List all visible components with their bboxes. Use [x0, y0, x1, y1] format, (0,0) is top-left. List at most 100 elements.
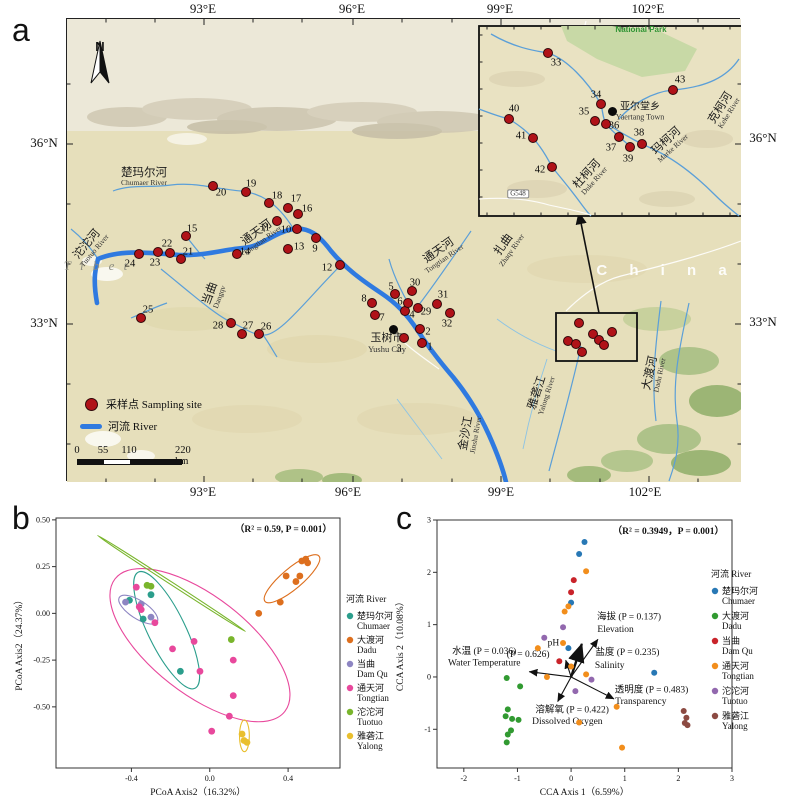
x-axis-title: CCA Axis 1（6.59%）: [540, 786, 629, 798]
y-tick-label: -0.50: [33, 702, 50, 711]
sampling-site-dot: [599, 340, 609, 350]
data-point: [137, 606, 145, 614]
legend-item-zh: 雅砻江: [357, 730, 384, 741]
env-vector-label: (P = 0.626): [507, 649, 550, 660]
sampling-site-dot: [432, 299, 442, 309]
data-point: [534, 645, 541, 652]
data-point: [581, 538, 588, 545]
legend-item-en: Dadu: [357, 645, 377, 655]
sampling-site-dot: [528, 133, 538, 143]
data-point: [509, 715, 516, 722]
data-point: [229, 656, 237, 664]
sampling-site-dot: [293, 209, 303, 219]
y-tick-label: -1: [424, 725, 431, 734]
x-tick-label: -2: [460, 774, 467, 783]
sampling-site-number: 26: [260, 321, 272, 333]
env-vector-label: 溶解氧 (P = 0.422): [535, 704, 609, 716]
x-tick-label: 3: [730, 774, 734, 783]
sampling-site-dot: [283, 244, 293, 254]
plot-frame: [55, 517, 341, 769]
pcoa-chart: -0.4 0.0 0.4 0.50 0.25 0.00 -0.25 -0.50 PCoA Axi…: [13, 515, 393, 798]
sampling-site-number: 5: [388, 281, 394, 293]
sampling-site-dot: [415, 324, 425, 334]
sampling-site-number: 36: [608, 120, 620, 132]
latitude-label: 33°N: [30, 315, 58, 330]
latitude-label: 33°N: [749, 314, 777, 329]
sampling-site-dot: [335, 260, 345, 270]
legend-item-en: Tuotuo: [722, 696, 748, 706]
legend-swatch: [346, 636, 354, 644]
data-point: [169, 645, 176, 653]
legend-item-zh: 大渡河: [722, 610, 749, 621]
scale-bar-tick-label: 0: [74, 445, 80, 456]
data-point: [515, 716, 522, 723]
panel-a-label: a: [12, 12, 30, 48]
longitude-label: 102°E: [628, 484, 662, 499]
legend-item-zh: 当曲: [357, 658, 375, 669]
env-vector-label: Transparency: [615, 697, 667, 707]
confidence-ellipse: [97, 534, 247, 633]
map-edge-ticks: [67, 19, 741, 482]
legend-swatch: [346, 732, 354, 740]
series-chumaer: [565, 538, 658, 676]
longitude-label: 102°E: [631, 1, 665, 16]
sampling-site-number: 41: [515, 130, 527, 142]
sampling-site-number: 34: [590, 89, 602, 101]
data-point: [508, 727, 515, 734]
sampling-site-number: 39: [622, 153, 634, 165]
data-point: [196, 667, 204, 675]
data-point: [684, 722, 691, 729]
y-tick-label: -0.25: [33, 656, 50, 665]
x-tick-label: -1: [514, 774, 521, 783]
legend-item-zh: 沱沱河: [722, 685, 749, 696]
env-vector-label: 水温 (P = 0.036): [452, 645, 516, 657]
sampling-site-dot: [165, 248, 175, 258]
sampling-site-number: 9: [312, 243, 318, 255]
study-area-box: [555, 312, 638, 362]
cca-chart: -2 -1 0 1 2 3 -1 0 1 2 3 CCA Axis 1（6.59%） CCA Axis …: [395, 516, 758, 798]
data-point: [556, 658, 563, 665]
legend-item-zh: 楚玛尔河: [722, 585, 758, 596]
x-tick-label: 0: [569, 774, 573, 783]
sampling-site-number: 22: [161, 238, 173, 250]
data-point: [619, 744, 626, 751]
data-point: [588, 676, 595, 683]
sampling-site-number: 2: [425, 326, 431, 338]
stats-annotation: （R² = 0.59, P = 0.001）: [235, 523, 332, 535]
map-legend: 采样点 Sampling site 河流 River: [79, 393, 202, 437]
legend-item-en: Dam Qu: [722, 646, 753, 656]
legend-item-zh: 雅砻江: [722, 710, 749, 721]
sampling-site-dot: [588, 329, 598, 339]
data-point: [132, 583, 140, 591]
env-vector-label: Dissolved Oxygen: [532, 717, 603, 727]
env-vector-arrow: [570, 638, 599, 678]
data-point: [238, 730, 246, 738]
sampling-site-dot: [399, 333, 409, 343]
data-point: [583, 568, 590, 575]
sampling-site-dot: [504, 114, 514, 124]
map-artwork: [67, 19, 741, 482]
data-point: [304, 559, 312, 567]
north-arrow-icon: [90, 40, 110, 84]
env-vector-label: 盐度 (P = 0.235): [595, 646, 659, 658]
series-yalong: [680, 707, 691, 729]
sampling-site-dot: [181, 231, 191, 241]
sampling-site-dot: [625, 142, 635, 152]
sampling-site-dot: [153, 247, 163, 257]
env-vector-label: Salinity: [595, 661, 625, 671]
y-tick-label: 0.25: [36, 562, 50, 571]
sampling-site-number: 21: [182, 246, 194, 258]
y-tick-label: 0: [427, 673, 431, 682]
panel-c-label: c: [396, 500, 412, 536]
data-point: [560, 639, 567, 646]
sampling-site-number: 43: [674, 74, 686, 86]
data-point: [190, 638, 198, 645]
sampling-site-number: 8: [361, 293, 367, 305]
sampling-site-number: 4: [409, 309, 415, 321]
data-point: [570, 577, 577, 584]
sampling-site-dot: [614, 132, 624, 142]
sampling-site-dot: [547, 162, 557, 172]
data-point: [292, 578, 300, 585]
sampling-site-number: 32: [441, 318, 453, 330]
